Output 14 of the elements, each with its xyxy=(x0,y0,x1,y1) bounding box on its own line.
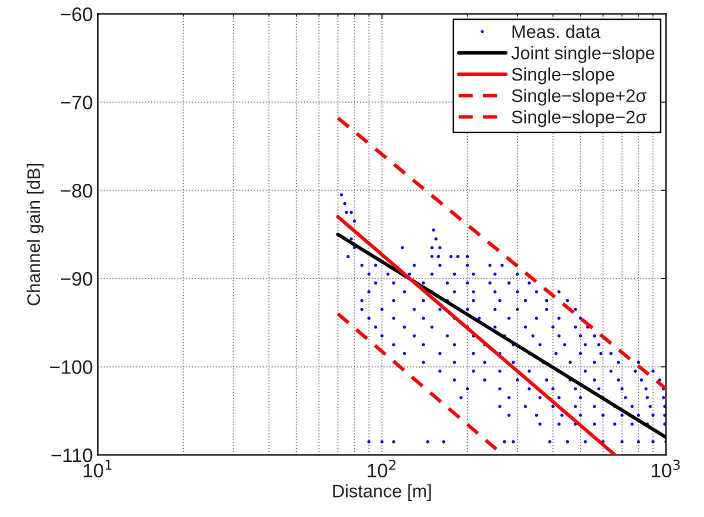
legend-label: Joint single−slope xyxy=(511,46,654,63)
y-tick-label: −80 xyxy=(60,184,92,198)
y-tick-label: −60 xyxy=(60,7,92,22)
legend-label: Meas. data xyxy=(512,24,600,38)
legend-label: Single−slope xyxy=(512,67,614,84)
x-axis-title: Distance [m] xyxy=(333,484,431,502)
y-tick-label: −100 xyxy=(50,360,92,374)
y-axis-title: Channel gain [dB] xyxy=(26,164,44,306)
y-tick-label: −90 xyxy=(60,272,92,286)
x-tick-label: 10$^{3}$ xyxy=(652,460,680,478)
legend-label: Single−slope+2σ xyxy=(512,88,646,106)
y-tick-label: −70 xyxy=(60,96,92,110)
x-tick-label: 10$^{2}$ xyxy=(368,460,396,478)
legend-label: Single−slope−2σ xyxy=(512,110,646,128)
